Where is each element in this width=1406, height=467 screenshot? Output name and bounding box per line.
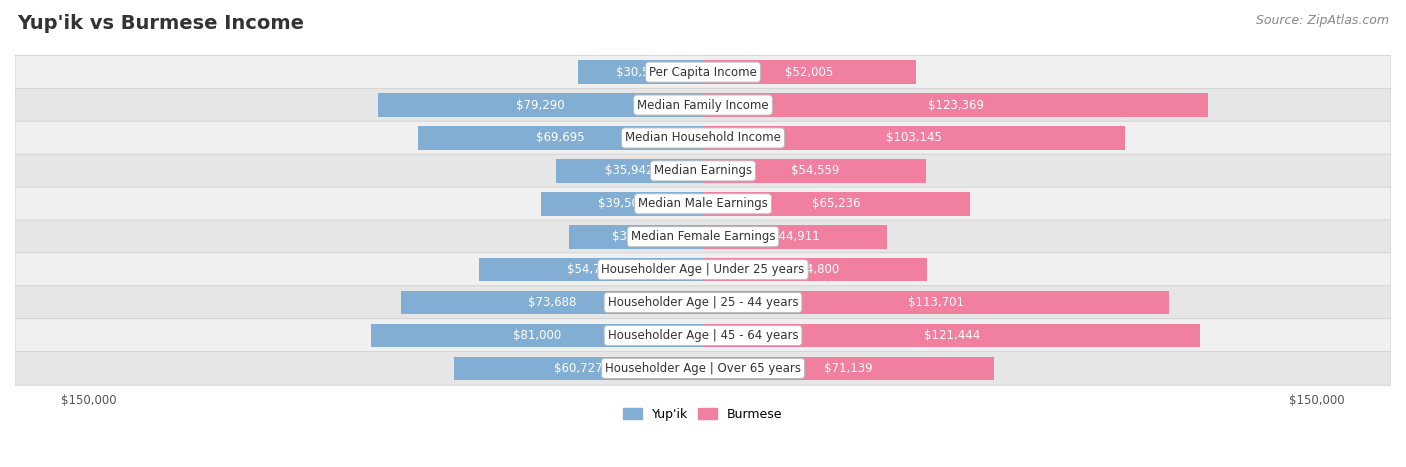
Text: $39,504: $39,504 bbox=[598, 197, 647, 210]
Text: Householder Age | Under 25 years: Householder Age | Under 25 years bbox=[602, 263, 804, 276]
FancyBboxPatch shape bbox=[15, 253, 1391, 286]
FancyBboxPatch shape bbox=[15, 154, 1391, 188]
Bar bbox=[569, 225, 703, 248]
Bar bbox=[703, 290, 1168, 314]
Text: $69,695: $69,695 bbox=[536, 131, 585, 144]
Text: Householder Age | Over 65 years: Householder Age | Over 65 years bbox=[605, 362, 801, 375]
Text: Median Family Income: Median Family Income bbox=[637, 99, 769, 112]
FancyBboxPatch shape bbox=[15, 88, 1391, 122]
FancyBboxPatch shape bbox=[15, 55, 1391, 89]
Bar bbox=[703, 356, 994, 380]
Text: Median Female Earnings: Median Female Earnings bbox=[631, 230, 775, 243]
Text: $79,290: $79,290 bbox=[516, 99, 565, 112]
Bar bbox=[703, 126, 1125, 150]
FancyBboxPatch shape bbox=[15, 318, 1391, 352]
Bar bbox=[703, 60, 915, 84]
Text: $32,730: $32,730 bbox=[612, 230, 661, 243]
Text: $52,005: $52,005 bbox=[786, 65, 834, 78]
Bar bbox=[418, 126, 703, 150]
Text: $123,369: $123,369 bbox=[928, 99, 984, 112]
Text: Yup'ik vs Burmese Income: Yup'ik vs Burmese Income bbox=[17, 14, 304, 33]
Legend: Yup'ik, Burmese: Yup'ik, Burmese bbox=[619, 403, 787, 425]
Text: $71,139: $71,139 bbox=[824, 362, 873, 375]
Text: $44,911: $44,911 bbox=[770, 230, 820, 243]
Text: Median Earnings: Median Earnings bbox=[654, 164, 752, 177]
Text: Householder Age | 45 - 64 years: Householder Age | 45 - 64 years bbox=[607, 329, 799, 342]
Bar bbox=[371, 324, 703, 347]
Bar bbox=[578, 60, 703, 84]
Bar bbox=[703, 225, 887, 248]
FancyBboxPatch shape bbox=[15, 187, 1391, 220]
Bar bbox=[555, 159, 703, 183]
Bar bbox=[541, 192, 703, 216]
Text: $103,145: $103,145 bbox=[886, 131, 942, 144]
Text: Per Capita Income: Per Capita Income bbox=[650, 65, 756, 78]
Bar bbox=[401, 290, 703, 314]
Text: Source: ZipAtlas.com: Source: ZipAtlas.com bbox=[1256, 14, 1389, 27]
Text: $30,518: $30,518 bbox=[616, 65, 665, 78]
Bar bbox=[703, 159, 927, 183]
Text: Median Male Earnings: Median Male Earnings bbox=[638, 197, 768, 210]
Text: $73,688: $73,688 bbox=[527, 296, 576, 309]
Bar bbox=[703, 324, 1201, 347]
Text: $35,942: $35,942 bbox=[605, 164, 654, 177]
Text: $54,732: $54,732 bbox=[567, 263, 616, 276]
Text: $54,559: $54,559 bbox=[790, 164, 839, 177]
FancyBboxPatch shape bbox=[15, 352, 1391, 385]
Bar bbox=[703, 93, 1208, 117]
Bar bbox=[703, 258, 928, 282]
Text: $60,727: $60,727 bbox=[554, 362, 603, 375]
Text: Median Household Income: Median Household Income bbox=[626, 131, 780, 144]
Text: $121,444: $121,444 bbox=[924, 329, 980, 342]
FancyBboxPatch shape bbox=[15, 121, 1391, 155]
Text: $65,236: $65,236 bbox=[813, 197, 860, 210]
Text: Householder Age | 25 - 44 years: Householder Age | 25 - 44 years bbox=[607, 296, 799, 309]
FancyBboxPatch shape bbox=[15, 286, 1391, 319]
Bar bbox=[703, 192, 970, 216]
Bar bbox=[454, 356, 703, 380]
Bar bbox=[479, 258, 703, 282]
Text: $113,701: $113,701 bbox=[908, 296, 965, 309]
Bar bbox=[378, 93, 703, 117]
Text: $81,000: $81,000 bbox=[513, 329, 561, 342]
FancyBboxPatch shape bbox=[15, 220, 1391, 254]
Text: $54,800: $54,800 bbox=[792, 263, 839, 276]
